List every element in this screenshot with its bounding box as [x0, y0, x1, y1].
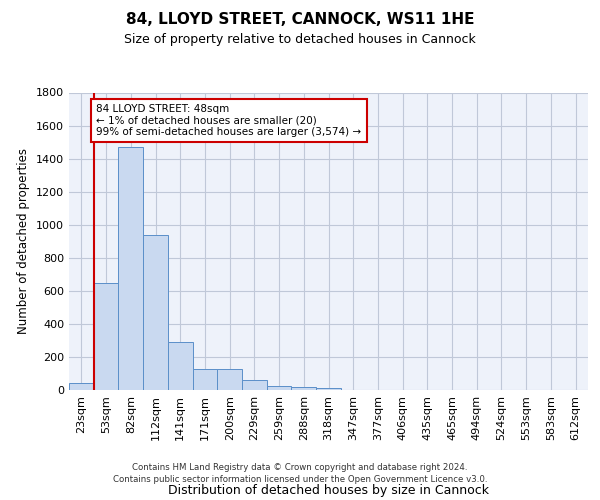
Bar [267, 386, 292, 390]
Text: Size of property relative to detached houses in Cannock: Size of property relative to detached ho… [124, 32, 476, 46]
Text: 84, LLOYD STREET, CANNOCK, WS11 1HE: 84, LLOYD STREET, CANNOCK, WS11 1HE [126, 12, 474, 28]
Bar [168, 342, 193, 390]
Text: Contains HM Land Registry data © Crown copyright and database right 2024.: Contains HM Land Registry data © Crown c… [132, 464, 468, 472]
Bar [143, 236, 168, 390]
Text: 84 LLOYD STREET: 48sqm
← 1% of detached houses are smaller (20)
99% of semi-deta: 84 LLOYD STREET: 48sqm ← 1% of detached … [96, 104, 361, 138]
X-axis label: Distribution of detached houses by size in Cannock: Distribution of detached houses by size … [168, 484, 489, 498]
Bar [217, 370, 242, 390]
Bar [316, 388, 341, 390]
Y-axis label: Number of detached properties: Number of detached properties [17, 148, 31, 334]
Bar [242, 380, 267, 390]
Bar [118, 147, 143, 390]
Bar [292, 387, 316, 390]
Bar [193, 370, 217, 390]
Bar [94, 282, 118, 390]
Text: Contains public sector information licensed under the Open Government Licence v3: Contains public sector information licen… [113, 475, 487, 484]
Bar [69, 384, 94, 390]
